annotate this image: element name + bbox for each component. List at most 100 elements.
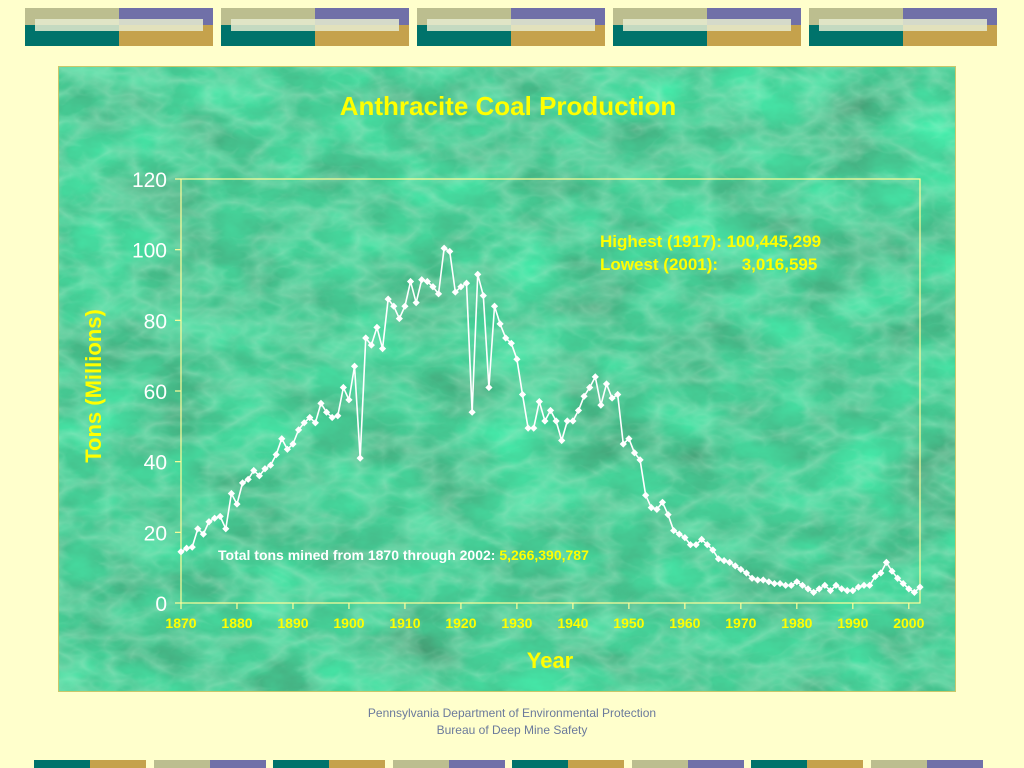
data-point-marker (916, 583, 924, 591)
data-point-marker (709, 546, 717, 554)
y-tick-label: 120 (132, 169, 167, 192)
data-point-marker (558, 436, 566, 445)
top-tile-5 (809, 8, 997, 46)
data-point-marker (283, 445, 291, 453)
data-point-marker (703, 541, 711, 549)
x-tick-label: 1870 (165, 615, 196, 631)
x-tick-label: 1960 (669, 615, 700, 631)
x-tick-label: 1940 (557, 615, 588, 631)
data-point-marker (406, 277, 415, 286)
data-point-marker (490, 302, 499, 310)
data-point-marker (810, 588, 818, 596)
data-point-marker (210, 514, 219, 522)
data-point-marker (541, 417, 549, 425)
bottom-tile (751, 760, 863, 768)
data-point-marker (546, 406, 555, 415)
data-point-marker (614, 390, 622, 399)
data-point-marker (731, 562, 739, 570)
data-point-marker (574, 406, 583, 415)
data-point-marker (642, 491, 650, 499)
data-point-marker (821, 581, 829, 589)
data-point-marker (882, 558, 891, 566)
data-point-marker (294, 426, 303, 434)
chart-title: Anthracite Coal Production (340, 91, 677, 121)
data-point-marker (238, 479, 247, 487)
data-point-marker (177, 548, 185, 556)
chart-svg: Anthracite Coal Production 0 20 40 60 80 100 1… (59, 67, 955, 691)
data-point-marker (720, 557, 728, 565)
y-tick-label: 0 (155, 593, 167, 616)
data-point-marker (765, 578, 773, 586)
data-point-marker (675, 530, 683, 538)
data-point-marker (602, 380, 611, 388)
data-point-marker (233, 500, 241, 508)
data-point-marker (698, 535, 706, 543)
data-point-marker (266, 461, 275, 469)
data-point-marker (345, 396, 353, 404)
y-tick-label: 40 (144, 452, 167, 475)
data-point-marker (434, 290, 443, 298)
data-point-marker (322, 408, 331, 416)
data-point-marker (311, 419, 319, 427)
x-tick-label: 1890 (277, 615, 308, 631)
data-point-marker (586, 383, 594, 392)
top-tile-1 (25, 8, 213, 46)
data-point-marker (199, 530, 207, 538)
data-point-marker (860, 581, 868, 589)
data-point-marker (569, 417, 577, 425)
data-point-marker (714, 555, 723, 563)
data-point-marker (222, 525, 230, 533)
data-point-marker (670, 526, 678, 535)
data-point-marker (227, 489, 235, 498)
data-point-marker (770, 579, 779, 588)
bottom-tile (34, 760, 146, 768)
data-point-marker (910, 588, 919, 596)
data-point-marker (356, 454, 364, 462)
annotation-highest: Highest (1917): 100,445,299 (600, 232, 821, 251)
data-point-marker (899, 579, 907, 588)
data-point-marker (580, 392, 588, 400)
data-point-marker (815, 585, 823, 593)
data-point-marker (748, 574, 756, 582)
data-point-marker (485, 383, 493, 392)
data-point-marker (272, 451, 280, 459)
annotation-total: Total tons mined from 1870 through 2002:… (218, 547, 589, 563)
data-point-marker (552, 417, 560, 425)
data-point-marker (507, 339, 515, 347)
data-point-marker (362, 334, 370, 342)
data-point-marker (681, 534, 689, 542)
bottom-tile (153, 760, 266, 768)
data-point-marker (832, 581, 840, 589)
data-point-marker (339, 383, 347, 392)
data-point-marker (182, 544, 191, 552)
data-point-marker (502, 334, 510, 342)
data-point-marker (894, 574, 902, 582)
data-point-marker (535, 398, 543, 406)
x-axis: 1870 1880 1890 1900 1910 1920 1930 1940 1950 1960… (165, 603, 925, 631)
footer-line-2: Bureau of Deep Mine Safety (436, 723, 588, 737)
data-point-marker (843, 587, 851, 595)
data-point-marker (742, 569, 751, 577)
x-tick-label: 1910 (389, 615, 420, 631)
data-point-marker (826, 587, 835, 595)
data-point-marker (317, 399, 325, 407)
data-point-marker (244, 475, 252, 483)
data-point-marker (401, 302, 409, 310)
data-point-marker (457, 283, 465, 291)
data-point-marker (759, 576, 767, 584)
x-tick-label: 1980 (781, 615, 812, 631)
data-point-marker (350, 362, 359, 370)
y-axis: 0 20 40 60 80 100 120 (132, 169, 181, 616)
data-point-marker (658, 498, 667, 506)
data-point-marker (647, 504, 655, 512)
top-tile-2 (221, 8, 409, 46)
data-point-marker (630, 449, 639, 457)
data-point-marker (692, 541, 700, 549)
x-axis-label: Year (527, 648, 574, 673)
data-point-marker (423, 277, 431, 286)
data-point-marker (782, 581, 790, 589)
data-point-marker (524, 424, 532, 432)
data-point-marker (513, 355, 521, 363)
data-point-marker (474, 270, 482, 278)
data-point-marker (804, 585, 812, 593)
